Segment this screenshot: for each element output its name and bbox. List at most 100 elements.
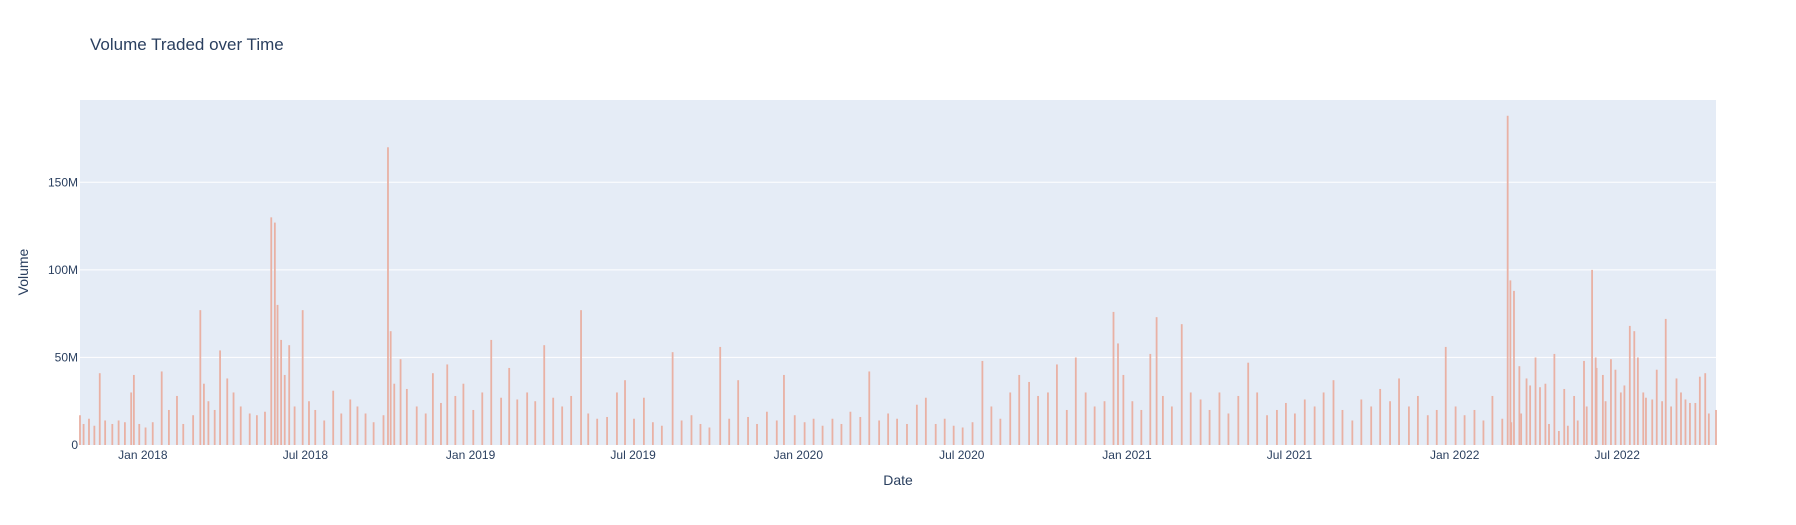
volume-bar xyxy=(1534,357,1537,445)
volume-bar xyxy=(1655,369,1658,445)
volume-bar xyxy=(1715,409,1717,445)
volume-bar xyxy=(587,413,590,445)
volume-bar xyxy=(526,392,529,445)
volume-bar xyxy=(280,339,283,445)
volume-bar xyxy=(219,350,221,445)
volume-bar xyxy=(1285,402,1287,445)
volume-bar xyxy=(1583,360,1585,445)
volume-bar xyxy=(1539,387,1541,445)
volume-bar xyxy=(293,406,296,445)
volume-bar xyxy=(1689,402,1691,445)
y-axis-title: Volume xyxy=(15,248,31,295)
volume-bar xyxy=(680,420,683,445)
volume-bar xyxy=(117,420,120,445)
volume-bar xyxy=(340,413,343,445)
volume-bar xyxy=(301,310,304,445)
volume-bar xyxy=(596,418,599,445)
volume-bar xyxy=(288,345,291,445)
volume-bar xyxy=(1506,115,1509,445)
volume-bar xyxy=(207,401,210,445)
volume-bar xyxy=(160,371,163,445)
volume-bar xyxy=(961,427,964,445)
volume-bar xyxy=(1610,359,1612,445)
volume-bar xyxy=(570,395,573,445)
volume-bar xyxy=(176,395,178,445)
volume-bar xyxy=(1112,311,1115,445)
volume-bar xyxy=(270,217,273,445)
x-tick-label: Jan 2022 xyxy=(1430,448,1480,462)
volume-bar xyxy=(1563,388,1566,445)
volume-bar xyxy=(1018,374,1021,445)
volume-bar xyxy=(1553,353,1556,445)
volume-bar xyxy=(1513,290,1515,445)
volume-bar xyxy=(387,147,389,445)
volume-bar xyxy=(999,418,1002,445)
volume-bar xyxy=(671,352,674,445)
volume-bar xyxy=(1103,401,1106,445)
volume-bar xyxy=(1416,395,1419,445)
volume-bar xyxy=(981,360,984,445)
volume-bar xyxy=(775,420,778,445)
x-tick-label: Jan 2018 xyxy=(118,448,168,462)
volume-bar xyxy=(1633,331,1636,445)
volume-bar xyxy=(1704,373,1707,445)
volume-bar xyxy=(472,409,475,445)
volume-bar xyxy=(1636,357,1639,445)
volume-bar xyxy=(446,364,449,445)
volume-bar xyxy=(382,415,385,445)
volume-bar xyxy=(896,418,898,445)
volume-bar xyxy=(1028,381,1030,445)
volume-bar xyxy=(213,409,216,445)
volume-bar xyxy=(1529,385,1532,445)
volume-bar xyxy=(192,415,195,445)
volume-bar xyxy=(232,392,235,445)
volume-bar xyxy=(831,418,834,445)
volume-bar xyxy=(1389,401,1391,445)
volume-bar xyxy=(728,418,731,445)
x-tick-label: Jul 2018 xyxy=(283,448,329,462)
volume-bar xyxy=(1218,392,1221,445)
volume-bar xyxy=(111,423,114,445)
volume-bar xyxy=(490,339,493,445)
volume-bar xyxy=(393,383,396,445)
volume-bar xyxy=(708,427,711,445)
volume-bar xyxy=(990,406,993,445)
volume-bar xyxy=(1037,395,1039,445)
volume-bar xyxy=(747,416,749,445)
volume-bar xyxy=(1651,399,1654,445)
volume-bar xyxy=(971,422,974,445)
volume-bar xyxy=(1509,280,1512,445)
volume-bar xyxy=(1614,369,1617,445)
volume-bar xyxy=(783,374,785,445)
volume-bar xyxy=(151,422,154,445)
volume-bar xyxy=(616,392,618,445)
y-tick-label: 0 xyxy=(71,438,78,452)
volume-bar xyxy=(1161,395,1164,445)
volume-bar xyxy=(580,310,582,445)
volume-bar xyxy=(1398,378,1400,445)
volume-bar xyxy=(1473,409,1476,445)
volume-bar xyxy=(1548,423,1550,445)
volume-bar xyxy=(199,310,202,445)
volume-bar xyxy=(1047,392,1049,445)
volume-bar xyxy=(1266,415,1268,445)
volume-bar xyxy=(1680,392,1682,445)
volume-bar xyxy=(405,388,408,445)
volume-bar xyxy=(1065,409,1068,445)
volume-bar xyxy=(424,413,427,445)
volume-bar xyxy=(1661,401,1664,445)
volume-bar xyxy=(606,416,608,445)
y-tick-label: 100M xyxy=(48,263,78,277)
volume-bar xyxy=(878,420,881,445)
x-tick-label: Jan 2021 xyxy=(1102,448,1152,462)
volume-bar xyxy=(1591,269,1593,445)
volume-bar xyxy=(1341,409,1344,445)
volume-bar xyxy=(130,392,133,445)
volume-bar xyxy=(79,415,81,445)
x-tick-label: Jul 2019 xyxy=(610,448,656,462)
volume-bar xyxy=(633,418,635,445)
volume-bar xyxy=(1056,364,1058,445)
volume-bar xyxy=(364,413,367,445)
volume-bar xyxy=(1208,409,1211,445)
